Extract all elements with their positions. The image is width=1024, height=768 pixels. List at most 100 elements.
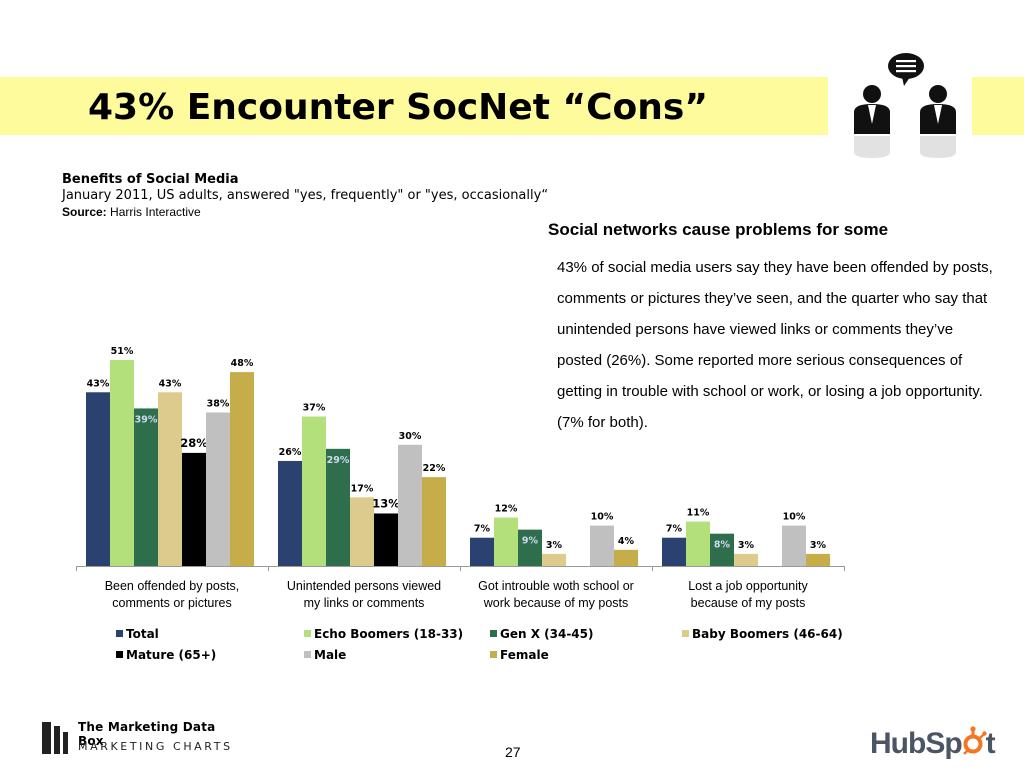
- bar: [422, 477, 446, 566]
- legend-item: Mature (65+): [116, 645, 216, 665]
- category-label: Got introuble woth school or: [478, 579, 634, 593]
- legend-item: Echo Boomers (18-33): [304, 624, 463, 644]
- people-discussion-icon: [854, 53, 956, 158]
- bar-value-label: 48%: [231, 358, 254, 369]
- side-heading: Social networks cause problems for some: [548, 220, 889, 239]
- legend-swatch: [116, 630, 123, 637]
- bar-value-label: 38%: [207, 398, 230, 409]
- bar-value-label: 7%: [666, 524, 683, 535]
- legend-item: Gen X (34-45): [490, 624, 594, 644]
- page-number: 27: [505, 744, 521, 760]
- bar: [806, 553, 830, 566]
- bar: [734, 553, 758, 566]
- bar: [350, 497, 374, 566]
- bar-value-label: 26%: [279, 447, 302, 458]
- bar: [326, 448, 350, 566]
- bar: [470, 537, 494, 566]
- chart-legend: Total Echo Boomers (18-33) Gen X (34-45) Ba…: [116, 624, 876, 668]
- page-title: 43% Encounter SocNet “Cons”: [88, 87, 708, 128]
- title-band: [0, 77, 828, 135]
- bar: [230, 372, 254, 566]
- legend-item: Total: [116, 624, 159, 644]
- chart-survey-line: January 2011, US adults, answered "yes, …: [62, 188, 549, 203]
- chart-subheading: Benefits of Social Media January 2011, U…: [62, 172, 548, 220]
- legend-swatch: [490, 630, 497, 637]
- legend-swatch: [304, 630, 311, 637]
- legend-label: Baby Boomers (46-64): [692, 627, 843, 641]
- bar-value-label: 43%: [87, 378, 110, 389]
- legend-item: Male: [304, 645, 346, 665]
- bar-value-label: 11%: [687, 508, 710, 519]
- marketing-charts-text: MARKETING CHARTS: [78, 740, 233, 753]
- legend-swatch: [490, 651, 497, 658]
- side-body-text: 43% of social media users say they have …: [557, 259, 993, 431]
- bar: [374, 513, 398, 566]
- bar: [398, 444, 422, 566]
- grouped-bar-chart: 43% 26% 7% 7% 51% 37% 12% 11% 39% 29% 9% 8% 43% 17% 3%…: [76, 346, 845, 610]
- legend-label: Total: [126, 627, 159, 641]
- category-label: work because of my posts: [483, 596, 629, 610]
- bar-value-label: 39%: [135, 414, 158, 425]
- legend-swatch: [116, 651, 123, 658]
- bar-value-label: 3%: [546, 540, 563, 551]
- sprocket-icon: [962, 726, 987, 755]
- bar-value-label: 37%: [303, 403, 326, 414]
- bar: [542, 553, 566, 566]
- category-label: my links or comments: [304, 596, 425, 610]
- bar: [134, 408, 158, 566]
- category-label: Lost a job opportunity: [688, 579, 808, 593]
- title-band-right: [972, 77, 1024, 135]
- legend-label: Echo Boomers (18-33): [314, 627, 464, 641]
- bar-value-label: 29%: [327, 455, 350, 466]
- legend-item: Female: [490, 645, 549, 665]
- bar-value-label: 3%: [738, 540, 755, 551]
- bar: [662, 537, 686, 566]
- category-label: Been offended by posts,: [105, 579, 240, 593]
- bar: [518, 529, 542, 566]
- chart-heading: Benefits of Social Media: [62, 172, 239, 187]
- bar-value-label: 43%: [159, 378, 182, 389]
- bar: [710, 533, 734, 566]
- bar-value-label: 51%: [111, 346, 134, 357]
- legend-label: Female: [500, 648, 549, 662]
- bar: [686, 521, 710, 566]
- category-label: because of my posts: [691, 596, 806, 610]
- bar-value-label: 12%: [495, 504, 518, 515]
- bar-value-label: 17%: [351, 483, 374, 494]
- bar-value-label: 10%: [783, 512, 806, 523]
- bar: [590, 525, 614, 566]
- bar: [782, 525, 806, 566]
- bar: [494, 517, 518, 566]
- bar-value-label: 30%: [399, 431, 422, 442]
- source-value: Harris Interactive: [110, 205, 201, 219]
- bar: [614, 549, 638, 566]
- legend-swatch: [682, 630, 689, 637]
- bar: [182, 452, 206, 566]
- legend-label: Gen X (34-45): [500, 627, 594, 641]
- bar-value-label: 10%: [591, 512, 614, 523]
- legend-item: Baby Boomers (46-64): [682, 624, 843, 644]
- category-label: comments or pictures: [112, 596, 231, 610]
- marketing-data-box-text: The Marketing Data Box: [78, 720, 216, 748]
- category-label: Unintended persons viewed: [287, 579, 441, 593]
- bar-value-label: 9%: [522, 536, 539, 547]
- bar-value-label: 3%: [810, 540, 827, 551]
- bar: [158, 392, 182, 566]
- bar: [278, 460, 302, 566]
- bar-value-label: 22%: [423, 463, 446, 474]
- legend-swatch: [304, 651, 311, 658]
- hubspot-wordmark: HubSp t: [870, 726, 996, 760]
- bar-value-label: 7%: [474, 524, 491, 535]
- source-label: Source:: [62, 205, 107, 219]
- hubspot-logo: HubSp t: [870, 718, 1000, 764]
- bar-value-label: 8%: [714, 540, 731, 551]
- marketing-data-box-logo: The Marketing Data Box MARKETING CHARTS: [42, 720, 242, 760]
- bar: [110, 359, 134, 566]
- bar-value-label: 4%: [618, 536, 635, 547]
- bar-value-label: 28%: [180, 436, 208, 450]
- legend-label: Mature (65+): [126, 648, 217, 662]
- bar-value-label: 13%: [372, 496, 400, 510]
- bar: [86, 392, 110, 566]
- legend-label: Male: [314, 648, 347, 662]
- bar: [206, 412, 230, 566]
